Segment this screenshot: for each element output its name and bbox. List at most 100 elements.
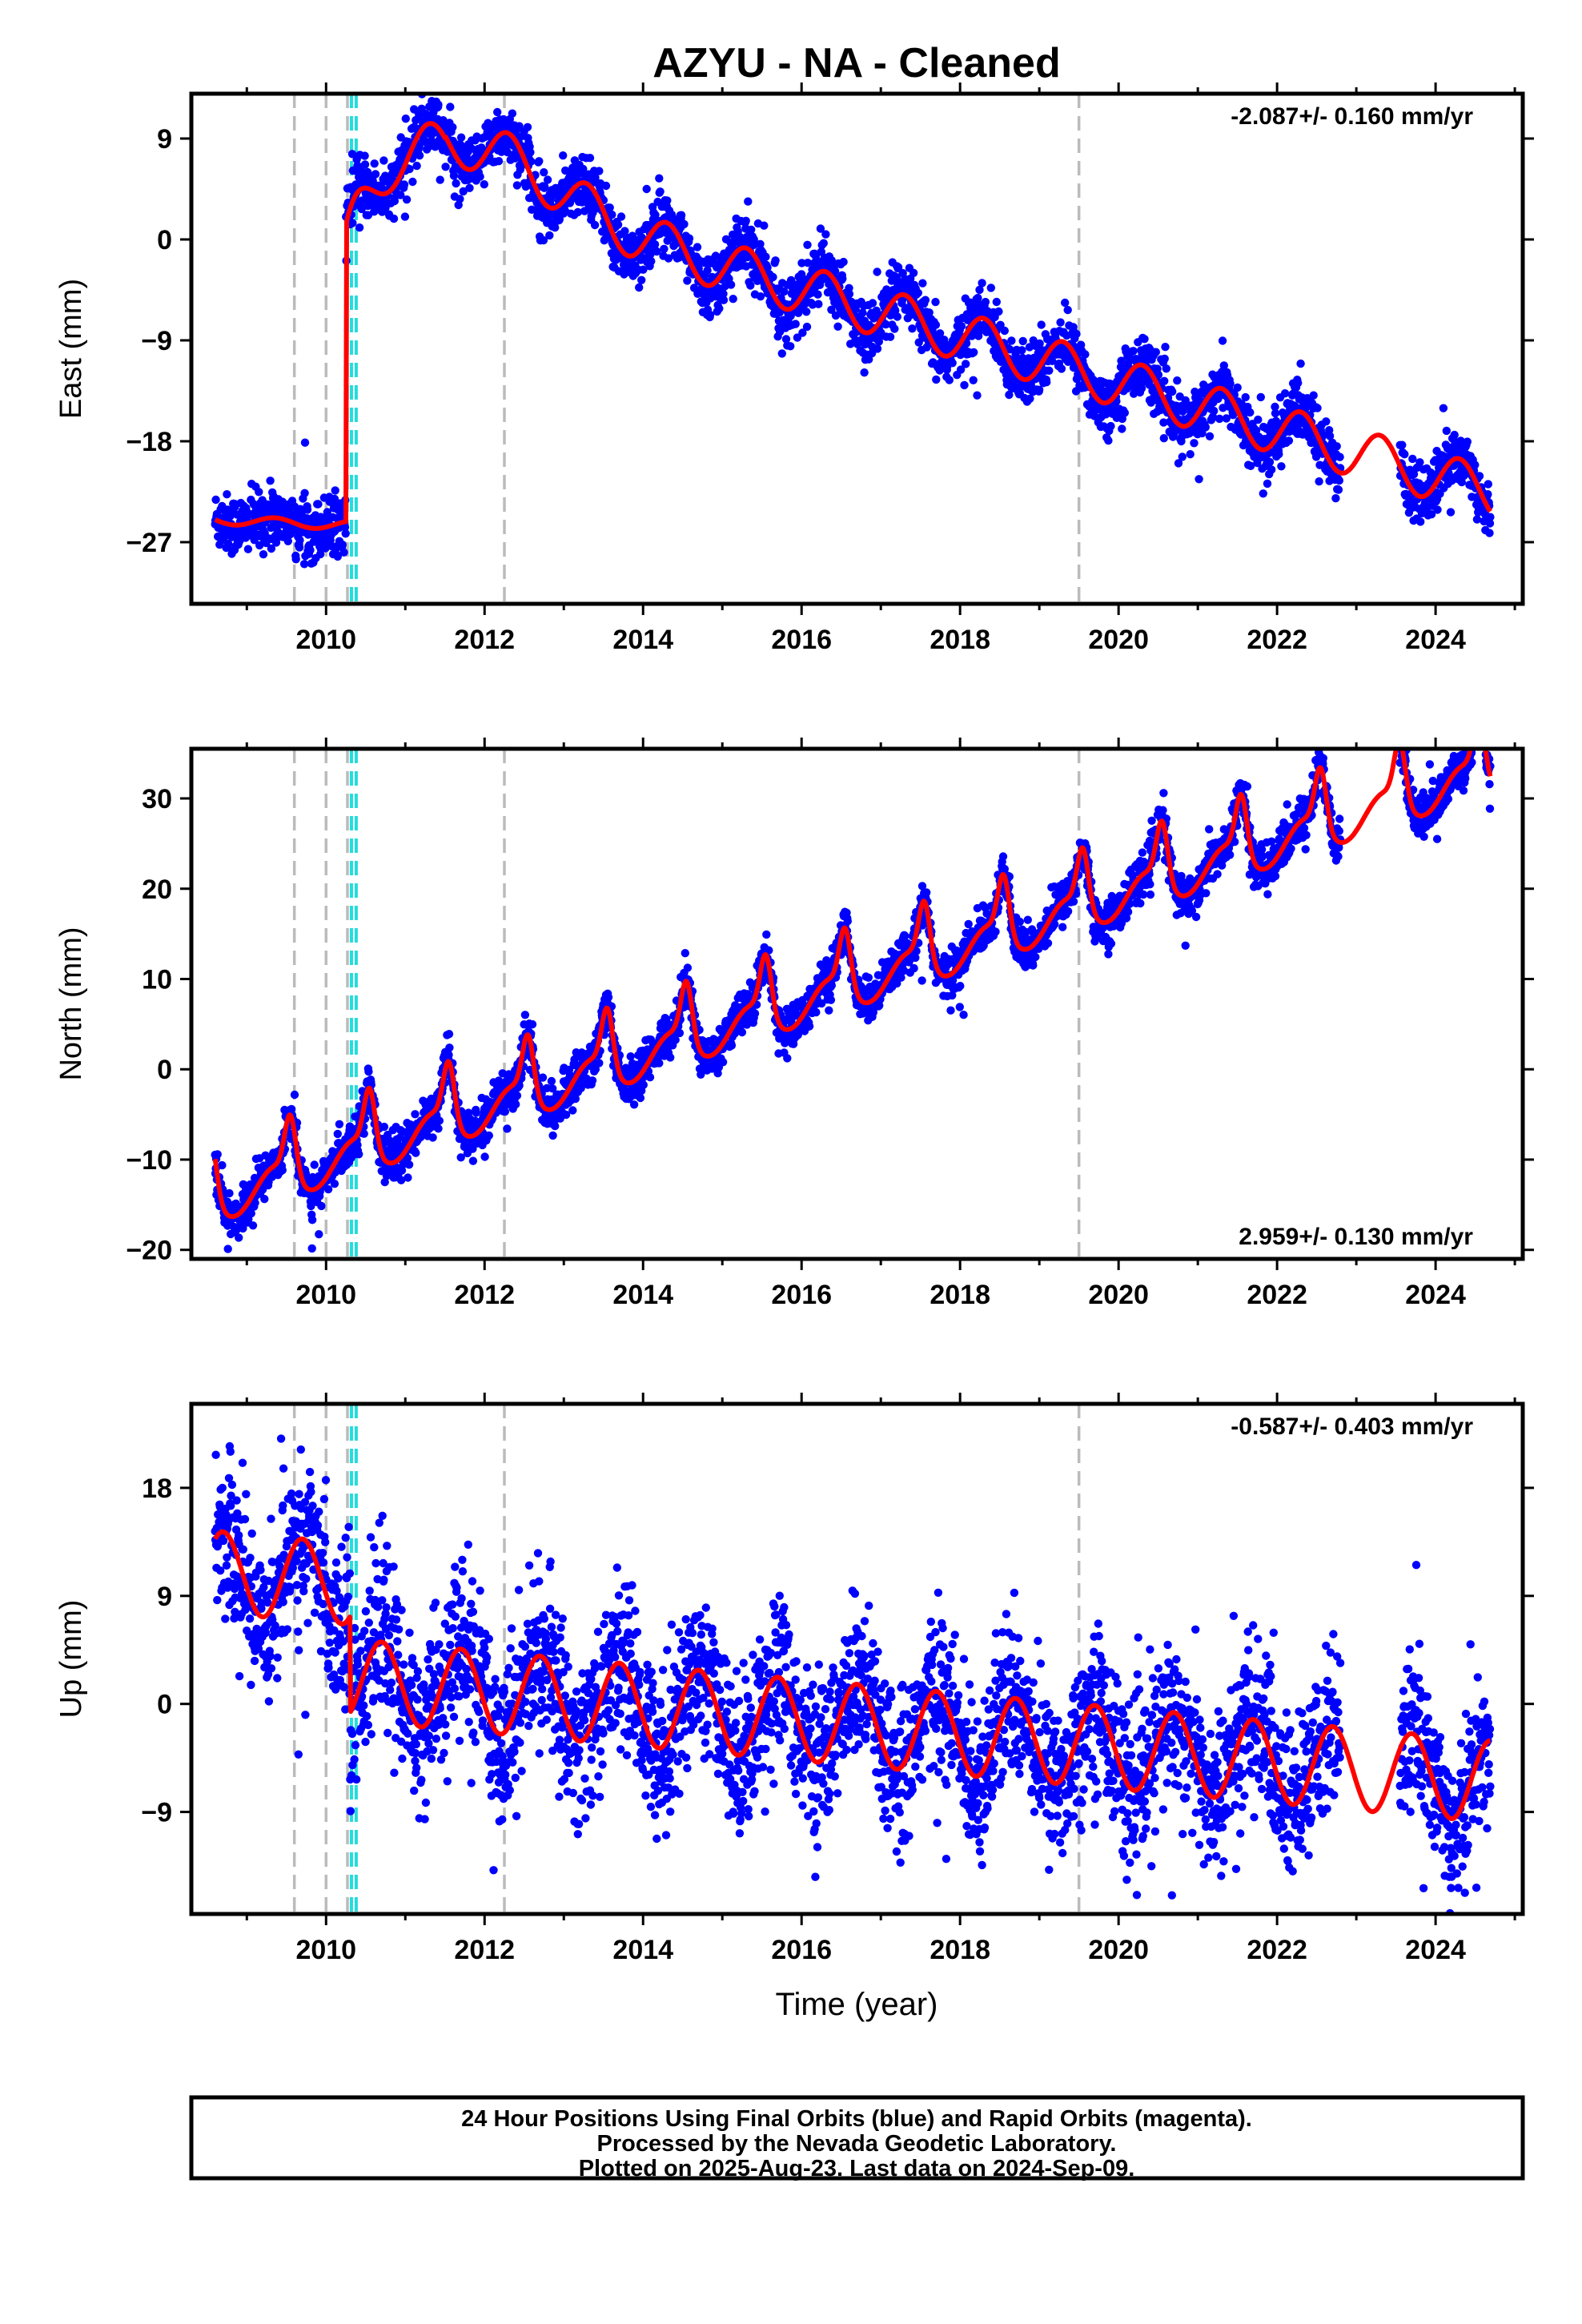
observation-point (1000, 326, 1010, 336)
observation-point (715, 304, 724, 313)
x-tick-label: 2024 (1405, 625, 1466, 655)
observation-point (223, 490, 231, 499)
observation-point (1259, 489, 1268, 498)
observation-point (347, 150, 357, 159)
observation-point (428, 1133, 437, 1142)
observation-point (908, 324, 917, 333)
observation-point (415, 112, 424, 122)
observation-point (973, 391, 982, 400)
observation-point (913, 288, 923, 297)
observation-point (408, 177, 417, 187)
observation-point (444, 1051, 453, 1059)
observation-point (931, 320, 941, 329)
observation-point (364, 1067, 373, 1076)
observation-point (1485, 529, 1494, 537)
observation-point (545, 231, 554, 240)
observation-point (1037, 320, 1046, 329)
observation-point (300, 438, 310, 447)
observation-point (435, 1116, 444, 1125)
observation-point (647, 257, 656, 266)
x-tick-label: 2020 (1088, 625, 1149, 655)
observation-point (893, 312, 902, 321)
plot-area-east (211, 94, 1495, 604)
y-tick-label: −9 (141, 326, 172, 356)
observation-point (404, 1173, 412, 1182)
observation-point (317, 1201, 326, 1211)
observation-point (680, 219, 689, 229)
observation-point (379, 156, 388, 165)
observation-point (675, 1028, 685, 1038)
observation-point (480, 180, 488, 189)
observation-point (259, 550, 268, 559)
observation-point (1263, 479, 1272, 489)
observation-point (370, 159, 379, 168)
observation-point (932, 375, 941, 384)
observation-point (960, 380, 969, 390)
observation-point (512, 1100, 520, 1109)
observation-point (747, 225, 756, 234)
observation-point (1118, 424, 1126, 433)
observation-point (642, 184, 651, 194)
observation-point (860, 368, 869, 377)
observation-point (405, 164, 414, 174)
x-tick-label: 2012 (454, 625, 515, 655)
observation-point (1463, 437, 1472, 446)
observation-point (693, 243, 702, 251)
observation-point (299, 560, 309, 569)
observation-point (1168, 387, 1177, 396)
x-tick-label: 2018 (930, 625, 990, 655)
observation-point (476, 172, 484, 181)
observation-point (793, 333, 802, 342)
observation-point (639, 1080, 648, 1089)
observation-point (1486, 513, 1495, 521)
observation-point (608, 210, 616, 219)
observation-point (786, 342, 795, 351)
observation-point (802, 308, 811, 316)
observation-point (1334, 485, 1343, 494)
observation-point (1120, 408, 1130, 417)
observation-point (681, 949, 689, 958)
observation-point (355, 1150, 363, 1159)
observation-point (315, 1230, 323, 1239)
observation-point (978, 279, 986, 287)
observation-point (711, 251, 721, 260)
x-tick-label: 2022 (1247, 625, 1307, 655)
observation-point (278, 1166, 287, 1175)
observation-point (512, 1091, 522, 1100)
observation-point (1061, 298, 1070, 308)
observation-point (1190, 439, 1199, 448)
observation-point (1442, 426, 1452, 436)
observation-point (585, 154, 595, 163)
observation-point (355, 223, 364, 232)
observation-point (300, 489, 309, 497)
observation-point (833, 322, 842, 331)
observation-point (348, 219, 357, 227)
y-tick-label: 9 (157, 124, 172, 155)
observation-point (1063, 305, 1072, 315)
observation-point (729, 295, 737, 304)
y-tick-label: −18 (126, 427, 172, 457)
observation-point (444, 1030, 454, 1039)
observation-point (339, 548, 348, 557)
observation-point (1018, 346, 1026, 355)
observation-point (415, 142, 424, 151)
observation-point (741, 216, 750, 225)
observation-point (605, 203, 614, 212)
observation-point (1277, 462, 1286, 471)
observation-point (1471, 460, 1480, 469)
velocity-label: -2.087+/- 0.160 mm/yr (1231, 103, 1473, 130)
observation-point (821, 230, 830, 239)
observation-point (1398, 440, 1407, 449)
observation-point (330, 1180, 339, 1188)
observation-point (814, 300, 823, 308)
observation-point (223, 1244, 232, 1253)
observation-point (243, 545, 253, 553)
observation-point (981, 297, 990, 307)
observation-point (771, 256, 780, 265)
observation-point (777, 349, 786, 358)
observation-point (656, 187, 665, 196)
observation-point (994, 307, 1003, 316)
observation-point (547, 1076, 556, 1086)
observation-point (666, 1053, 675, 1062)
observation-point (379, 1122, 389, 1132)
